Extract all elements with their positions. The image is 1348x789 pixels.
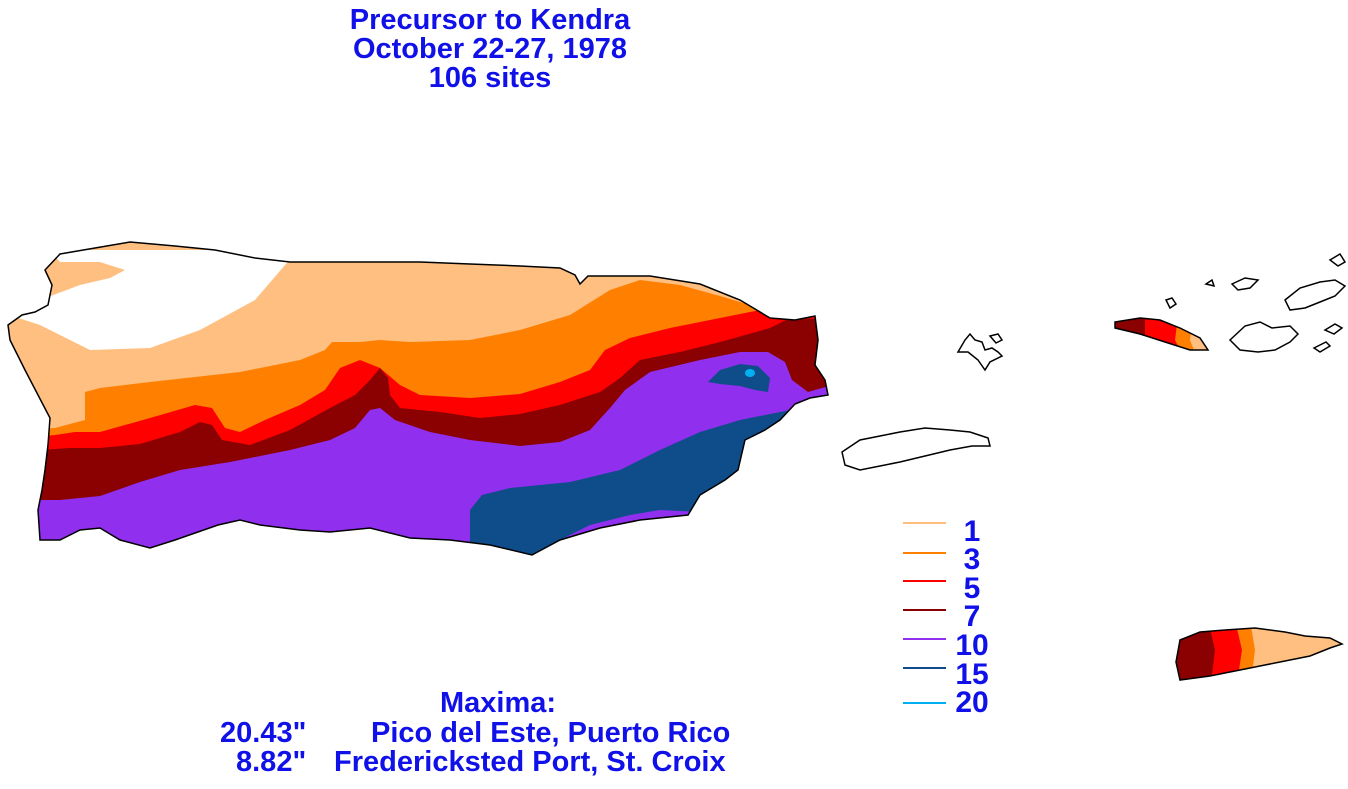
legend-label-1: 1: [964, 515, 981, 548]
legend-label-5: 5: [964, 572, 981, 605]
culebrita-islet: [988, 333, 1004, 344]
st-john-island: [1228, 321, 1300, 353]
title-line-2: October 22-27, 1978: [353, 33, 627, 65]
maxima-value-1: 20.43": [220, 717, 306, 749]
puerto-rico-outline: [7, 241, 829, 556]
vieques-island: [841, 427, 991, 471]
legend-label-20: 20: [955, 686, 988, 719]
legend-label-3: 3: [964, 543, 981, 576]
jost-van-dyke-islet: [1230, 277, 1260, 291]
hans-lollik-islet: [1164, 297, 1178, 310]
maxima-location-2: Fredericksted Port, St. Croix: [334, 746, 726, 778]
maxima-value-2: 8.82": [236, 746, 306, 778]
band-20-inch: [745, 369, 755, 377]
st-thomas-band-3: [1175, 318, 1208, 350]
legend-label-15: 15: [955, 658, 988, 691]
tortola-island: [1284, 279, 1347, 311]
norman-island-islet: [1312, 341, 1332, 353]
map-title: Precursor to Kendra October 22-27, 1978 …: [350, 4, 631, 94]
st-thomas-outline: [1114, 317, 1210, 351]
legend-label-7: 7: [964, 600, 981, 633]
peter-island-islet: [1323, 323, 1344, 335]
st-thomas-island: [1114, 317, 1210, 351]
puerto-rico-island: [7, 241, 829, 556]
legend: 1 3 5 7 10 15 20: [903, 515, 989, 719]
st-thomas-band-1: [1190, 318, 1208, 350]
maxima-block: Maxima: 20.43" Pico del Este, Puerto Ric…: [220, 687, 730, 778]
legend-label-10: 10: [955, 629, 988, 662]
st-croix-island: [1175, 627, 1344, 681]
maxima-location-1: Pico del Este, Puerto Rico: [371, 717, 730, 749]
title-line-1: Precursor to Kendra: [350, 4, 631, 36]
st-thomas-rainfall-bands: [1115, 318, 1208, 350]
maxima-heading: Maxima:: [440, 687, 556, 719]
st-croix-outline: [1175, 627, 1344, 681]
title-line-3: 106 sites: [429, 62, 552, 94]
small-cay-islet: [1204, 278, 1216, 288]
culebra-island: [956, 332, 1004, 372]
puerto-rico-rainfall-bands: [8, 242, 828, 555]
virgin-gorda-island: [1328, 252, 1347, 267]
band-15-inch-peak: [708, 364, 770, 392]
st-thomas-band-5: [1115, 318, 1208, 350]
st-croix-rainfall-bands: [1176, 628, 1342, 680]
